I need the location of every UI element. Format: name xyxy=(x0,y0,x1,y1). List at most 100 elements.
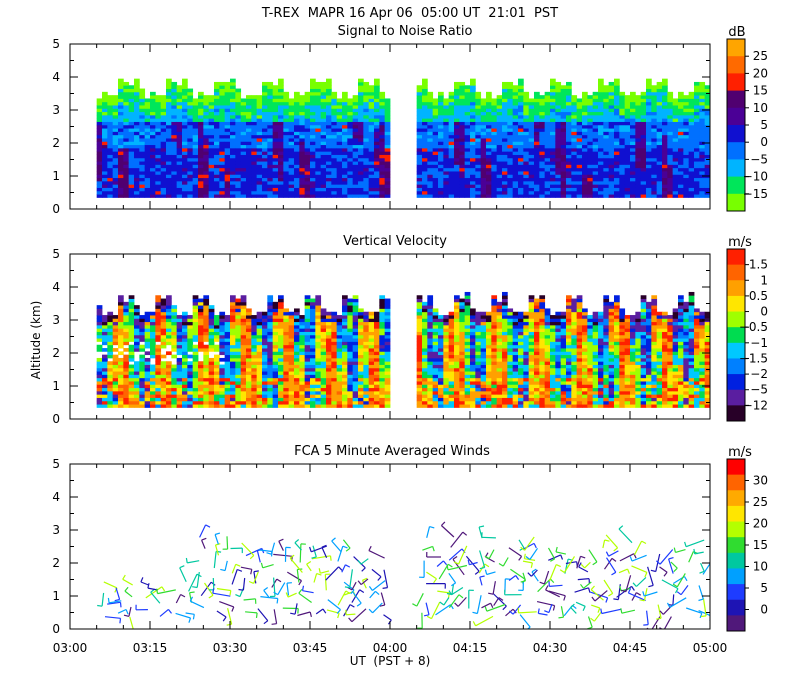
heatmap-cell xyxy=(630,167,636,172)
heatmap-cell xyxy=(582,108,588,113)
heatmap-cell xyxy=(331,98,338,103)
heatmap-cell xyxy=(294,361,300,365)
heatmap-cell xyxy=(240,305,247,309)
heatmap-cell xyxy=(160,311,167,316)
heatmap-cell xyxy=(251,187,258,192)
heatmap-cell xyxy=(416,177,423,182)
heatmap-cell xyxy=(640,194,647,198)
heatmap-cell xyxy=(507,85,514,89)
heatmap-cell xyxy=(614,177,620,182)
heatmap-cell xyxy=(267,121,274,126)
heatmap-cell xyxy=(352,134,359,139)
heatmap-cell xyxy=(272,108,279,113)
heatmap-cell xyxy=(118,131,124,136)
heatmap-cell xyxy=(134,338,140,342)
heatmap-cell xyxy=(171,324,178,329)
heatmap-cell xyxy=(256,374,263,379)
heatmap-cell xyxy=(134,390,140,395)
heatmap-cell xyxy=(144,174,151,179)
heatmap-cell xyxy=(272,157,279,162)
heatmap-cell xyxy=(278,295,284,299)
heatmap-cell xyxy=(427,108,434,113)
heatmap-cell xyxy=(496,184,503,188)
heatmap-cell xyxy=(443,190,450,195)
heatmap-cell xyxy=(704,105,710,109)
heatmap-cell xyxy=(336,131,343,136)
heatmap-cell xyxy=(379,184,386,188)
heatmap-cell xyxy=(160,157,167,162)
heatmap-cell xyxy=(128,124,135,129)
heatmap-cell xyxy=(358,88,364,93)
heatmap-cell xyxy=(358,151,364,155)
heatmap-cell xyxy=(672,187,679,192)
heatmap-cell xyxy=(315,105,322,109)
heatmap-cell xyxy=(171,85,178,89)
heatmap-cell xyxy=(587,154,594,159)
heatmap-cell xyxy=(523,180,530,185)
heatmap-cell xyxy=(187,88,194,93)
heatmap-cell xyxy=(192,161,199,165)
heatmap-cell xyxy=(422,151,428,155)
heatmap-cell xyxy=(480,171,487,175)
heatmap-cell xyxy=(272,131,279,136)
heatmap-cell xyxy=(134,118,140,122)
heatmap-cell xyxy=(315,354,322,359)
heatmap-cell xyxy=(150,404,156,408)
heatmap-cell xyxy=(128,190,135,195)
heatmap-cell xyxy=(235,397,242,402)
heatmap-cell xyxy=(214,134,220,139)
heatmap-cell xyxy=(192,180,199,185)
heatmap-cell xyxy=(608,81,615,86)
heatmap-cell xyxy=(571,154,578,159)
heatmap-cell xyxy=(166,404,172,408)
heatmap-cell xyxy=(544,95,551,99)
heatmap-cell xyxy=(608,154,615,159)
heatmap-cell xyxy=(310,324,316,329)
heatmap-cell xyxy=(480,138,487,142)
heatmap-cell xyxy=(203,190,210,195)
heatmap-cell xyxy=(379,91,386,96)
heatmap-cell xyxy=(102,338,108,342)
heatmap-cell xyxy=(374,121,380,126)
heatmap-cell xyxy=(102,194,108,198)
heatmap-cell xyxy=(438,144,444,149)
heatmap-cell xyxy=(571,95,578,99)
heatmap-cell xyxy=(102,384,108,389)
heatmap-cell xyxy=(192,318,199,323)
heatmap-cell xyxy=(358,184,364,188)
heatmap-cell xyxy=(139,131,146,136)
heatmap-cell xyxy=(171,154,178,159)
heatmap-cell xyxy=(539,118,546,122)
heatmap-cell xyxy=(310,351,316,356)
heatmap-cell xyxy=(230,381,236,385)
heatmap-cell xyxy=(166,334,172,339)
heatmap-cell xyxy=(171,328,178,332)
heatmap-cell xyxy=(267,161,274,165)
heatmap-cell xyxy=(251,400,258,405)
heatmap-cell xyxy=(384,190,391,195)
heatmap-cell xyxy=(182,381,188,385)
heatmap-cell xyxy=(278,184,284,188)
heatmap-cell xyxy=(358,174,364,179)
heatmap-cell xyxy=(262,124,268,129)
heatmap-cell xyxy=(160,361,167,365)
heatmap-cell xyxy=(278,381,284,385)
heatmap-cell xyxy=(582,171,588,175)
heatmap-cell xyxy=(150,118,156,122)
heatmap-cell xyxy=(518,128,524,132)
heatmap-cell xyxy=(256,321,263,326)
heatmap-cell xyxy=(299,344,306,349)
heatmap-cell xyxy=(214,400,220,405)
heatmap-cell xyxy=(443,154,450,159)
heatmap-cell xyxy=(576,108,583,113)
heatmap-cell xyxy=(448,180,455,185)
heatmap-cell xyxy=(134,308,140,313)
heatmap-cell xyxy=(155,348,162,352)
heatmap-cell xyxy=(230,85,236,89)
heatmap-cell xyxy=(464,190,471,195)
heatmap-cell xyxy=(608,85,615,89)
heatmap-cell xyxy=(507,138,514,142)
heatmap-cell xyxy=(576,164,583,169)
heatmap-cell xyxy=(320,194,327,198)
heatmap-cell xyxy=(171,114,178,119)
